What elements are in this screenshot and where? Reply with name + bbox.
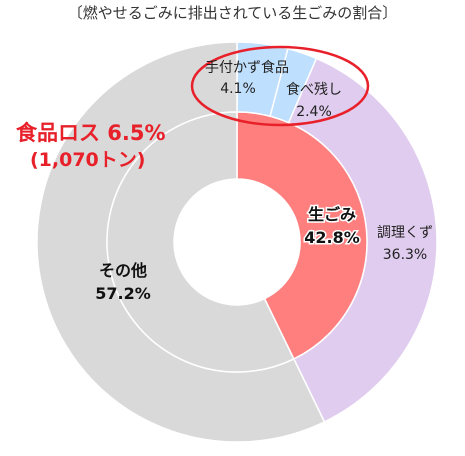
chart-title: 〔燃やせるごみに排出されている生ごみの割合〕 [67,4,398,22]
slice-label-food-waste: 生ごみ [308,205,356,224]
slice-label-other: その他 [99,261,147,280]
food-loss-tonnage: (1,070トン) [30,149,145,171]
slice-value-other: 57.2% [95,284,151,303]
slice-label-untouched-food: 手付かず食品 [205,59,289,76]
slice-label-cooking-scraps: 調理くず [377,225,433,241]
center-hole [174,179,300,305]
food-loss-highlight-ellipse [190,45,370,127]
slice-label-leftovers: 食べ残し [286,81,342,98]
slice-value-food-waste: 42.8% [304,228,360,247]
slice-value-cooking-scraps: 36.3% [383,247,427,263]
outer-ring [36,41,438,443]
food-loss-label: 食品ロス 6.5% [16,121,166,145]
slice-value-untouched-food: 4.1% [220,81,256,97]
slice-value-leftovers: 2.4% [296,104,332,120]
